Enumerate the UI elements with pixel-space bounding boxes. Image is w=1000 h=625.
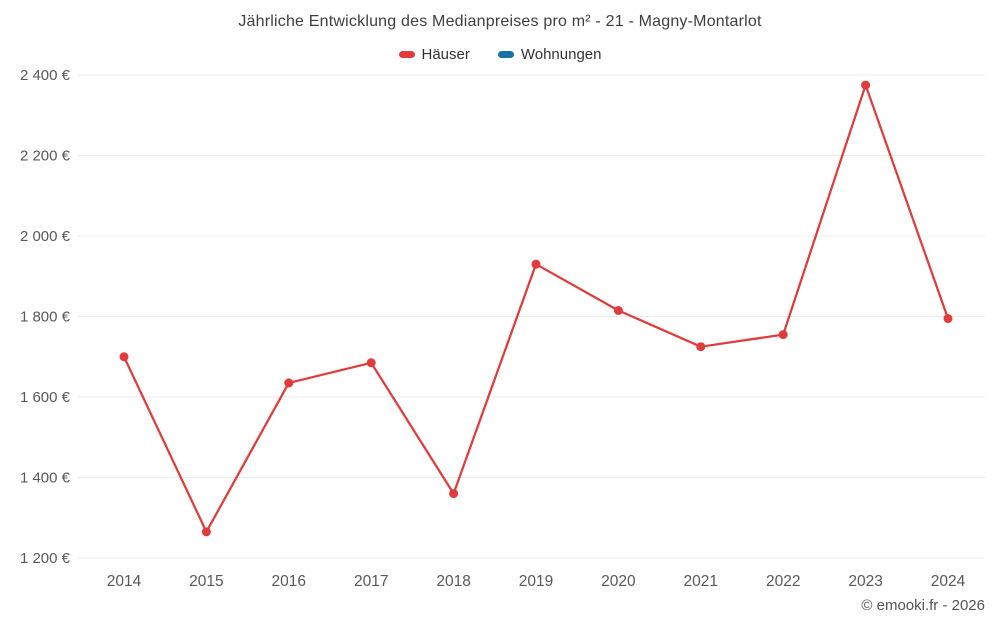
chart-legend: Häuser Wohnungen — [0, 46, 1000, 63]
data-point[interactable] — [696, 342, 706, 352]
data-point[interactable] — [201, 527, 211, 537]
x-tick-label: 2024 — [931, 573, 966, 590]
x-tick-label: 2021 — [684, 573, 718, 590]
y-tick-label: 1 800 € — [20, 309, 71, 326]
chart-title: Jährliche Entwicklung des Medianpreises … — [238, 13, 762, 30]
legend-label-haeuser: Häuser — [421, 46, 470, 63]
data-point[interactable] — [531, 259, 541, 269]
data-point[interactable] — [778, 330, 788, 340]
x-tick-label: 2023 — [848, 573, 882, 590]
x-tick-label: 2019 — [519, 573, 553, 590]
y-tick-label: 2 400 € — [20, 67, 71, 84]
y-tick-label: 1 600 € — [20, 389, 71, 406]
y-tick-label: 1 200 € — [20, 550, 71, 567]
x-tick-label: 2022 — [766, 573, 800, 590]
legend-item-wohnungen[interactable]: Wohnungen — [497, 46, 602, 63]
legend-marker-haeuser-icon — [398, 51, 415, 58]
data-point[interactable] — [284, 378, 294, 388]
series-line — [122, 83, 950, 533]
data-point[interactable] — [119, 352, 129, 362]
data-point[interactable] — [449, 489, 459, 499]
x-tick-label: 2017 — [354, 573, 388, 590]
x-tick-label: 2014 — [107, 573, 142, 590]
x-tick-label: 2015 — [189, 573, 223, 590]
data-point[interactable] — [943, 314, 953, 324]
data-point[interactable] — [366, 358, 376, 368]
x-tick-label: 2020 — [601, 573, 636, 590]
y-tick-label: 2 200 € — [20, 148, 71, 165]
data-point[interactable] — [861, 80, 871, 90]
y-tick-label: 1 400 € — [20, 470, 71, 487]
data-point[interactable] — [613, 305, 623, 315]
y-tick-label: 2 000 € — [20, 228, 71, 245]
legend-label-wohnungen: Wohnungen — [520, 46, 602, 63]
credit-text: © emooki.fr - 2026 — [861, 597, 985, 614]
x-tick-label: 2018 — [436, 573, 470, 590]
x-tick-label: 2016 — [272, 573, 306, 590]
legend-marker-wohnungen-icon — [497, 51, 514, 58]
legend-item-haeuser[interactable]: Häuser — [398, 46, 470, 63]
